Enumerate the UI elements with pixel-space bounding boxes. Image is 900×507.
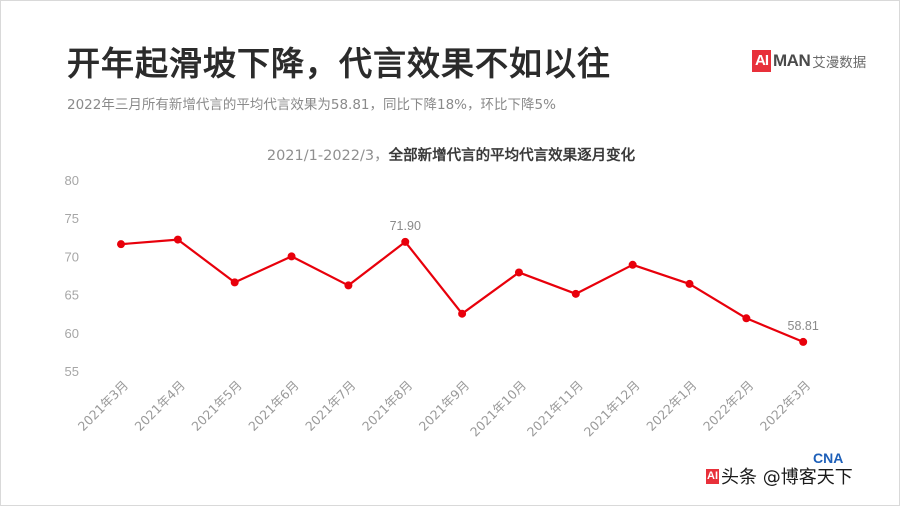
x-tick-label: 2021年8月 [359,378,415,434]
data-point [401,237,410,246]
watermark: AI 头条 @博客天下 [706,463,853,489]
x-tick-label: 2021年9月 [416,378,472,434]
x-tick-label: 2022年3月 [757,378,813,434]
logo-ai-mark: AI [752,50,771,72]
data-point [173,235,182,244]
x-tick-label: 2021年4月 [132,378,188,434]
y-tick-label: 55 [65,364,79,379]
data-point [117,240,125,249]
y-tick-label: 65 [65,288,79,303]
series-line [120,238,804,343]
data-label: 58.81 [788,319,819,333]
y-tick-label: 70 [65,249,79,264]
chart-title-desc: 全部新增代言的平均代言效果逐月变化 [388,148,636,164]
data-point [799,337,808,346]
aiman-logo: AI MAN 艾漫数据 [752,50,866,72]
x-tick-label: 2021年3月 [75,378,131,434]
watermark-text: 头条 @博客天下 [721,467,853,488]
y-tick-label: 60 [65,326,79,341]
data-point [571,289,580,298]
page-subtitle: 2022年三月所有新增代言的平均代言效果为58.81，同比下降18%，环比下降5… [67,97,556,113]
chart-title: 2021/1-2022/3，全部新增代言的平均代言效果逐月变化 [1,144,900,165]
logo-cn-text: 艾漫数据 [812,55,867,71]
data-point [742,314,751,323]
y-tick-label: 75 [65,211,79,226]
x-tick-label: 2021年12月 [581,378,643,440]
data-point [230,278,239,287]
data-point [344,281,353,290]
data-label: 71.90 [390,219,421,233]
x-tick-label: 2021年11月 [524,378,586,440]
watermark-ai-mark: AI [706,468,719,484]
x-tick-label: 2021年5月 [188,378,244,434]
page-title: 开年起滑坡下降，代言效果不如以往 [67,44,611,83]
cna-logo: CNA [813,450,844,466]
y-tick-label: 80 [65,173,79,188]
logo-man-text: MAN [773,51,811,70]
x-tick-label: 2021年6月 [245,378,301,434]
data-point [628,260,637,269]
data-point [458,309,467,318]
chart-title-range: 2021/1-2022/3， [266,148,389,164]
x-tick-label: 2022年1月 [643,378,699,434]
data-point [287,252,296,261]
x-tick-label: 2022年2月 [700,378,756,434]
data-point [514,268,523,277]
x-tick-label: 2021年10月 [467,378,529,440]
data-point [685,279,694,288]
x-tick-label: 2021年7月 [302,378,358,434]
